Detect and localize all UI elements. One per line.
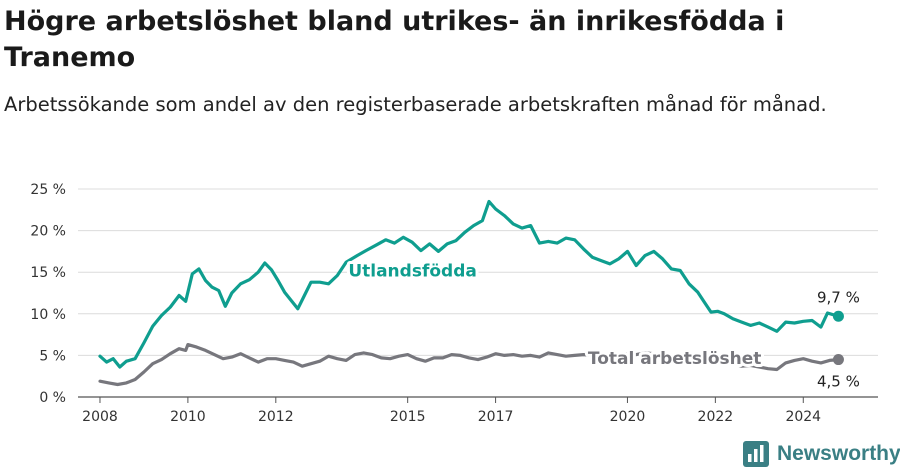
x-tick-label: 2008: [82, 409, 118, 425]
x-tick-label: 2020: [610, 409, 646, 425]
y-tick-label: 25 %: [30, 182, 66, 198]
series-line-utlandsfodda: [98, 199, 840, 369]
brand-name: Newsworthy: [777, 442, 900, 465]
series-end-label: 4,5 %: [817, 373, 860, 391]
series-end-point: [832, 310, 844, 322]
y-tick-label: 0 %: [39, 390, 66, 406]
series-label-total-arbetsloshet: Total arbetslöshet: [588, 349, 762, 369]
chart-subtitle: Arbetssökande som andel av den registerb…: [4, 93, 827, 116]
y-tick-label: 5 %: [39, 348, 66, 364]
x-tick-label: 2010: [170, 409, 206, 425]
series-end-point: [832, 354, 844, 366]
series-lines: [98, 199, 844, 387]
chart-title: Högre arbetslöshet bland utrikes- än inr…: [4, 6, 785, 73]
y-tick-label: 10 %: [30, 307, 66, 323]
x-tick-label: 2024: [785, 409, 821, 425]
y-tick-label: 20 %: [30, 224, 66, 240]
gridlines: [78, 188, 878, 356]
y-axis-ticks: 0 % 5 % 10 % 15 % 20 % 25 %: [30, 182, 66, 406]
x-axis: 2008 2010 2012 2015 2017 2020 2022 2024: [78, 396, 878, 425]
newsworthy-brand: Newsworthy: [743, 441, 900, 467]
series-labels: 9,7 % 4,5 % Utlandsfödda Total arbetslöshet: [345, 259, 860, 391]
x-tick-label: 2017: [478, 409, 514, 425]
series-line-total-arbetsloshet: [98, 343, 840, 387]
x-tick-label: 2015: [390, 409, 426, 425]
series-end-label: 9,7 %: [817, 288, 860, 306]
series-label-utlandsfodda: Utlandsfödda: [348, 262, 477, 282]
x-tick-label: 2022: [698, 409, 734, 425]
newsworthy-logo-icon: [743, 441, 769, 467]
x-tick-label: 2012: [258, 409, 294, 425]
y-tick-label: 15 %: [30, 265, 66, 281]
